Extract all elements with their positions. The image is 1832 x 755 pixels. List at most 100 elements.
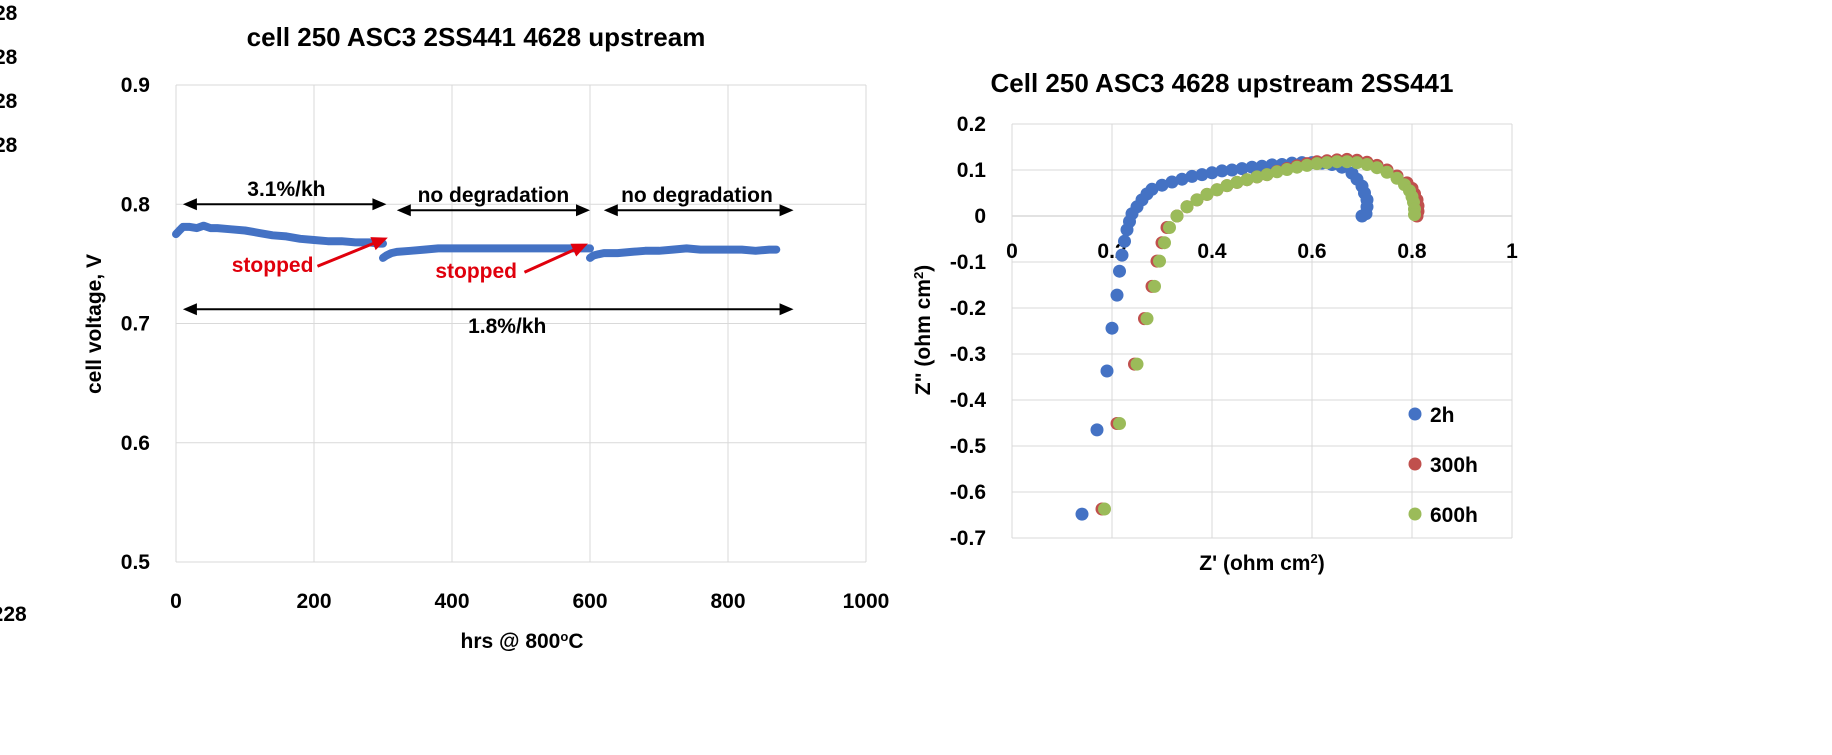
data-point — [1408, 208, 1421, 222]
data-point — [1320, 156, 1334, 170]
legend-marker — [1408, 507, 1422, 521]
y-tick-label: 0.5 — [121, 551, 151, 574]
y-tick-label: 0.2 — [957, 113, 986, 136]
data-point — [1300, 158, 1314, 172]
edge-fragment: 28 — [0, 90, 18, 113]
data-point — [1190, 193, 1204, 207]
data-point — [1310, 157, 1324, 171]
data-point — [1210, 183, 1224, 197]
data-point — [1200, 187, 1214, 201]
impedance-chart: -0.7-0.6-0.5-0.4-0.3-0.2-0.100.10.20 0.2 0… — [911, 68, 1518, 575]
data-point — [1240, 173, 1254, 187]
annotation-label: stopped — [232, 254, 314, 277]
annotation-arrowhead — [372, 198, 387, 211]
annotation-label: 3.1%/kh — [247, 178, 325, 201]
chart-title: cell 250 ASC3 2SS441 4628 upstream — [247, 22, 706, 52]
x-tick-label: 1 — [1506, 240, 1518, 263]
annotation-arrowhead — [779, 303, 794, 316]
data-point — [1225, 163, 1239, 177]
data-series-segment — [172, 221, 387, 248]
data-point — [1118, 234, 1131, 248]
edge-fragment: 3228 — [0, 603, 27, 626]
annotation-arrow — [316, 241, 376, 268]
y-tick-label: 0 — [974, 205, 986, 228]
data-point — [1098, 502, 1111, 516]
legend-label: 600h — [1430, 504, 1478, 527]
y-tick-label: -0.3 — [950, 343, 986, 366]
y-tick-label: 0.7 — [121, 313, 150, 336]
annotation-label: 1.8%/kh — [468, 315, 546, 338]
data-point — [1195, 168, 1209, 182]
data-point — [1100, 364, 1114, 378]
legend-label: 300h — [1430, 454, 1478, 477]
legend-marker — [1408, 457, 1422, 471]
y-axis-label: cell voltage, V — [83, 254, 106, 394]
data-point — [1170, 209, 1184, 223]
data-point — [1205, 166, 1219, 180]
legend-label: 2h — [1430, 404, 1455, 427]
data-point — [1260, 168, 1274, 182]
data-point — [1153, 254, 1166, 268]
x-tick-label: 0.6 — [1297, 240, 1326, 263]
annotation-label: no degradation — [621, 184, 773, 207]
data-point — [1330, 155, 1344, 169]
x-tick-label: 1000 — [843, 590, 890, 613]
data-point — [1355, 209, 1369, 223]
y-tick-label: -0.2 — [950, 297, 986, 320]
annotation-arrow — [523, 247, 576, 274]
data-point — [1158, 236, 1171, 250]
annotation-arrowhead — [570, 243, 588, 257]
data-point — [1235, 162, 1249, 176]
data-point — [1110, 288, 1124, 302]
data-point — [1145, 182, 1159, 196]
y-tick-label: -0.5 — [950, 435, 987, 458]
data-point — [1340, 155, 1354, 169]
legend-marker — [1408, 407, 1422, 421]
data-point — [1245, 160, 1259, 174]
y-tick-label: -0.1 — [950, 251, 987, 274]
y-tick-label: -0.4 — [950, 389, 987, 412]
data-point — [1220, 179, 1234, 193]
data-point — [1140, 312, 1154, 326]
edge-fragment: 28 — [0, 134, 18, 157]
data-point — [1155, 178, 1169, 192]
data-point — [1130, 357, 1144, 371]
data-point — [1113, 264, 1126, 278]
data-series-segment — [586, 244, 781, 262]
voltage-chart: 0 200 400 600 800 1000 0.5 0.6 0.7 0.8 0.9 cell 250… — [83, 22, 889, 653]
y-tick-label: -0.6 — [950, 481, 986, 504]
x-tick-label: 0 — [1006, 240, 1018, 263]
x-axis-label: Z' (ohm cm2) — [1199, 551, 1324, 575]
data-point — [1250, 170, 1264, 184]
annotation-arrowhead — [396, 204, 411, 217]
x-axis-label: hrs @ 800oC — [461, 629, 584, 653]
data-point — [1370, 161, 1384, 175]
data-point — [1360, 158, 1374, 171]
edge-fragment: 28 — [0, 2, 18, 25]
y-tick-label: 0.8 — [121, 193, 151, 216]
x-tick-label: 800 — [710, 590, 745, 613]
edge-fragment: 28 — [0, 46, 18, 69]
data-point — [1350, 156, 1364, 170]
annotation-label: stopped — [435, 260, 517, 283]
x-tick-label: 0.4 — [1197, 240, 1227, 263]
x-tick-label: 600 — [572, 590, 607, 613]
y-axis-label: Z" (ohm cm2) — [911, 265, 935, 395]
data-point — [1290, 160, 1304, 174]
annotation-arrowhead — [182, 303, 197, 316]
data-point — [1180, 200, 1194, 214]
x-tick-label: 200 — [296, 590, 331, 613]
data-point — [1175, 172, 1189, 186]
data-point — [1090, 423, 1104, 437]
annotation-arrowhead — [603, 204, 618, 217]
data-point — [1270, 165, 1284, 179]
x-tick-label: 0.8 — [1397, 240, 1427, 263]
annotation-arrowhead — [576, 204, 590, 217]
data-series-segment — [379, 244, 594, 262]
annotation-arrowhead — [182, 198, 197, 211]
data-point — [1113, 417, 1126, 430]
data-point — [1185, 169, 1199, 183]
data-point — [1148, 279, 1161, 293]
chart-title: Cell 250 ASC3 4628 upstream 2SS441 — [991, 68, 1454, 98]
